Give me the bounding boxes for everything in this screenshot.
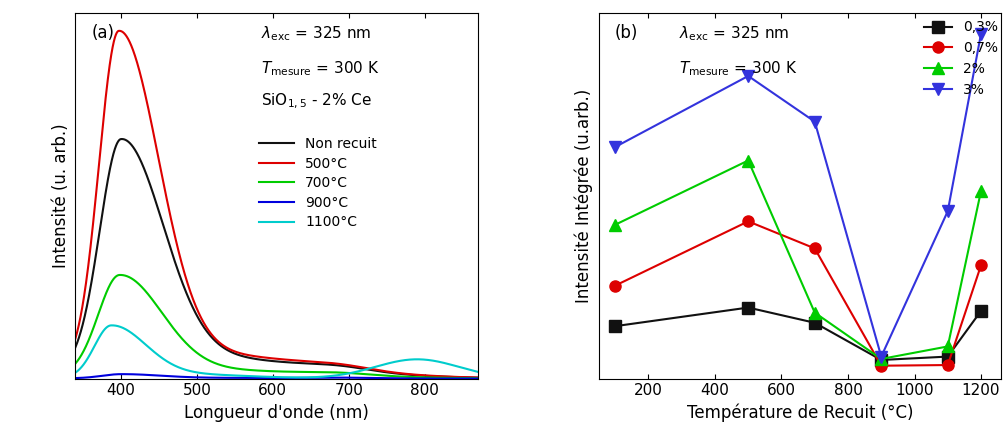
1100°C [472, 369, 484, 375]
3% [975, 31, 987, 36]
3% [809, 119, 821, 124]
Text: $\mathrm{SiO}_{1,5}$ - 2% Ce: $\mathrm{SiO}_{1,5}$ - 2% Ce [261, 92, 371, 111]
0,7% [942, 362, 954, 368]
Non recuit [116, 136, 128, 142]
900°C [69, 375, 81, 381]
900°C [116, 371, 128, 377]
Line: 500°C: 500°C [75, 31, 478, 378]
3% [610, 144, 622, 150]
900°C [139, 372, 151, 378]
Line: 0,3%: 0,3% [610, 302, 987, 366]
700°C [241, 367, 254, 372]
700°C [139, 288, 151, 293]
3% [942, 208, 954, 214]
500°C [139, 92, 151, 98]
0,7% [809, 246, 821, 251]
1100°C [116, 325, 128, 330]
Text: $T_{\mathrm{mesure}}$ = 300 K: $T_{\mathrm{mesure}}$ = 300 K [679, 59, 798, 78]
Non recuit [116, 136, 128, 142]
0,7% [610, 283, 622, 288]
500°C [241, 352, 254, 358]
Non recuit [472, 375, 484, 380]
Line: 900°C: 900°C [75, 374, 478, 379]
500°C [472, 375, 484, 380]
Non recuit [421, 373, 433, 379]
700°C [116, 272, 128, 278]
2% [875, 356, 887, 362]
Text: (b): (b) [615, 24, 638, 43]
Text: $\lambda_{\mathrm{exc}}$ = 325 nm: $\lambda_{\mathrm{exc}}$ = 325 nm [261, 24, 371, 43]
700°C [224, 365, 236, 370]
900°C [241, 375, 254, 381]
1100°C [464, 367, 476, 373]
2% [610, 222, 622, 228]
0,3% [975, 308, 987, 314]
1100°C [69, 370, 81, 375]
Line: 0,7%: 0,7% [610, 216, 987, 371]
X-axis label: Température de Recuit (°C): Température de Recuit (°C) [686, 404, 913, 422]
Line: 700°C: 700°C [75, 275, 478, 378]
0,7% [742, 219, 754, 224]
Non recuit [224, 349, 236, 354]
3% [742, 73, 754, 79]
1100°C [293, 375, 305, 380]
1100°C [224, 373, 236, 378]
Y-axis label: Intensité Intégrée (u.arb.): Intensité Intégrée (u.arb.) [574, 89, 593, 303]
0,3% [875, 357, 887, 362]
2% [975, 188, 987, 194]
900°C [472, 376, 484, 381]
1100°C [241, 373, 254, 379]
0,3% [610, 323, 622, 329]
700°C [464, 375, 476, 381]
Text: $T_{\mathrm{mesure}}$ = 300 K: $T_{\mathrm{mesure}}$ = 300 K [261, 59, 379, 78]
2% [809, 310, 821, 315]
Non recuit [69, 345, 81, 350]
Text: (a): (a) [92, 24, 115, 43]
500°C [114, 28, 126, 34]
Legend: 0,3%, 0,7%, 2%, 3%: 0,3%, 0,7%, 2%, 3% [925, 21, 998, 97]
1100°C [106, 323, 118, 328]
900°C [117, 371, 129, 377]
700°C [421, 375, 433, 380]
2% [942, 344, 954, 349]
900°C [421, 376, 433, 381]
700°C [472, 375, 484, 381]
500°C [69, 336, 81, 341]
900°C [224, 375, 236, 380]
500°C [116, 29, 128, 34]
1100°C [421, 357, 433, 362]
Non recuit [139, 169, 151, 175]
1100°C [139, 342, 151, 347]
500°C [464, 375, 476, 380]
700°C [115, 272, 127, 278]
Line: 3%: 3% [610, 28, 987, 362]
Legend: Non recuit, 500°C, 700°C, 900°C, 1100°C: Non recuit, 500°C, 700°C, 900°C, 1100°C [260, 137, 377, 229]
0,3% [809, 320, 821, 325]
0,3% [742, 305, 754, 310]
700°C [69, 361, 81, 366]
Y-axis label: Intensité (u. arb.): Intensité (u. arb.) [52, 124, 69, 268]
Line: 2%: 2% [610, 155, 987, 365]
2% [742, 158, 754, 163]
X-axis label: Longueur d'onde (nm): Longueur d'onde (nm) [184, 404, 369, 422]
Non recuit [241, 355, 254, 360]
500°C [421, 373, 433, 378]
0,7% [975, 263, 987, 268]
Line: Non recuit: Non recuit [75, 139, 478, 378]
3% [875, 354, 887, 359]
0,3% [942, 354, 954, 359]
Text: $\lambda_{\mathrm{exc}}$ = 325 nm: $\lambda_{\mathrm{exc}}$ = 325 nm [679, 24, 790, 43]
Non recuit [464, 375, 476, 380]
900°C [464, 376, 476, 381]
0,7% [875, 363, 887, 368]
Line: 1100°C: 1100°C [75, 325, 478, 377]
500°C [224, 347, 236, 352]
